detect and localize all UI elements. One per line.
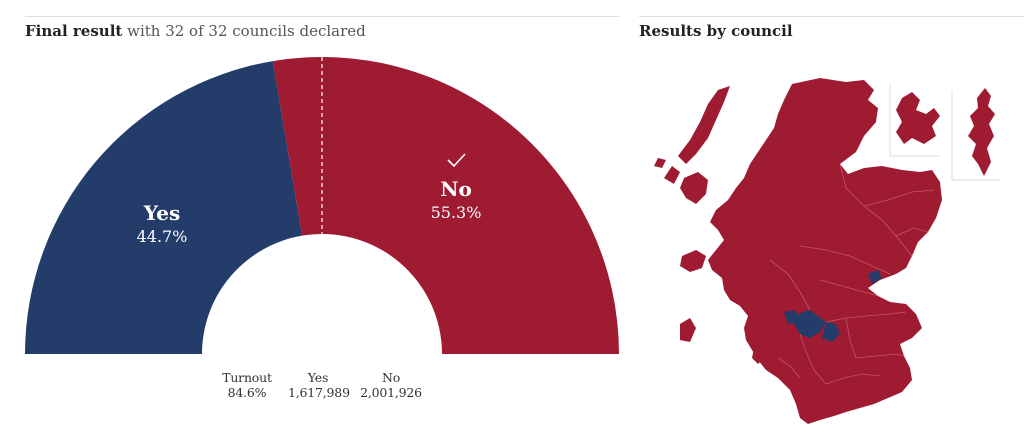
slice-label-no: No	[440, 177, 472, 201]
orkney-inset	[889, 84, 940, 157]
slice-label-yes: Yes	[143, 201, 181, 225]
border-lothians	[825, 311, 907, 323]
border-fife-stirling	[819, 279, 879, 297]
western-isles-north	[678, 86, 730, 164]
heading-rest: with 32 of 32 councils declared	[127, 22, 366, 40]
uist-islands	[654, 158, 666, 168]
result-half-donut-chart: Yes 44.7% No 55.3%	[25, 56, 619, 354]
isle-of-islay	[680, 318, 696, 342]
north-lanarkshire-council	[822, 322, 840, 342]
isle-of-mull	[680, 250, 706, 272]
shetland-inset	[951, 88, 1000, 181]
vote-stats: Turnout 84.6% Yes 1,617,989 No 2,001,926	[210, 370, 450, 406]
border-west-lothian	[845, 317, 857, 359]
border-argyll-stirling	[769, 259, 811, 311]
glasgow-council	[794, 310, 826, 338]
border-south-lanarkshire	[799, 333, 827, 385]
isle-of-skye	[680, 172, 708, 204]
border-ayrshire	[777, 357, 801, 379]
border-dumfries	[825, 373, 881, 385]
turnout-stat: Turnout 84.6%	[212, 370, 282, 400]
western-isles-south	[664, 166, 680, 184]
border-aberdeen-city	[895, 227, 929, 237]
slice-value-yes: 44.7%	[137, 227, 188, 246]
no-votes-label: No	[381, 370, 401, 385]
border-perth-highland	[799, 245, 891, 275]
chart-heading: Final result with 32 of 32 councils decl…	[25, 22, 366, 40]
top-divider-right	[639, 16, 1024, 17]
slice-no	[272, 56, 619, 354]
yes-votes-value: 1,617,989	[288, 385, 350, 400]
border-scottish-borders	[855, 353, 905, 359]
slice-value-no: 55.3%	[431, 203, 482, 222]
council-results-map	[654, 78, 1000, 424]
no-votes-value: 2,001,926	[360, 385, 422, 400]
yes-votes-label: Yes	[307, 370, 329, 385]
scotland-mainland	[708, 78, 942, 424]
isle-of-arran	[752, 344, 766, 364]
border-aberdeenshire-moray	[863, 189, 935, 207]
turnout-value: 84.6%	[227, 385, 267, 400]
slice-yes	[25, 61, 303, 354]
map-title: Results by council	[639, 22, 793, 40]
shetland-islands	[968, 88, 995, 176]
west-dunbartonshire-council	[784, 310, 798, 324]
dundee-council	[868, 270, 882, 284]
orkney-islands	[896, 92, 940, 144]
turnout-label: Turnout	[222, 370, 272, 385]
orkney-inset-frame	[889, 84, 940, 157]
no-votes-stat: No 2,001,926	[356, 370, 426, 400]
yes-votes-stat: Yes 1,617,989	[288, 370, 350, 400]
council-borders	[769, 163, 935, 385]
top-divider-left	[25, 16, 619, 17]
heading-bold: Final result	[25, 22, 123, 40]
border-highland-east	[839, 163, 913, 257]
winner-check-icon	[447, 153, 466, 168]
